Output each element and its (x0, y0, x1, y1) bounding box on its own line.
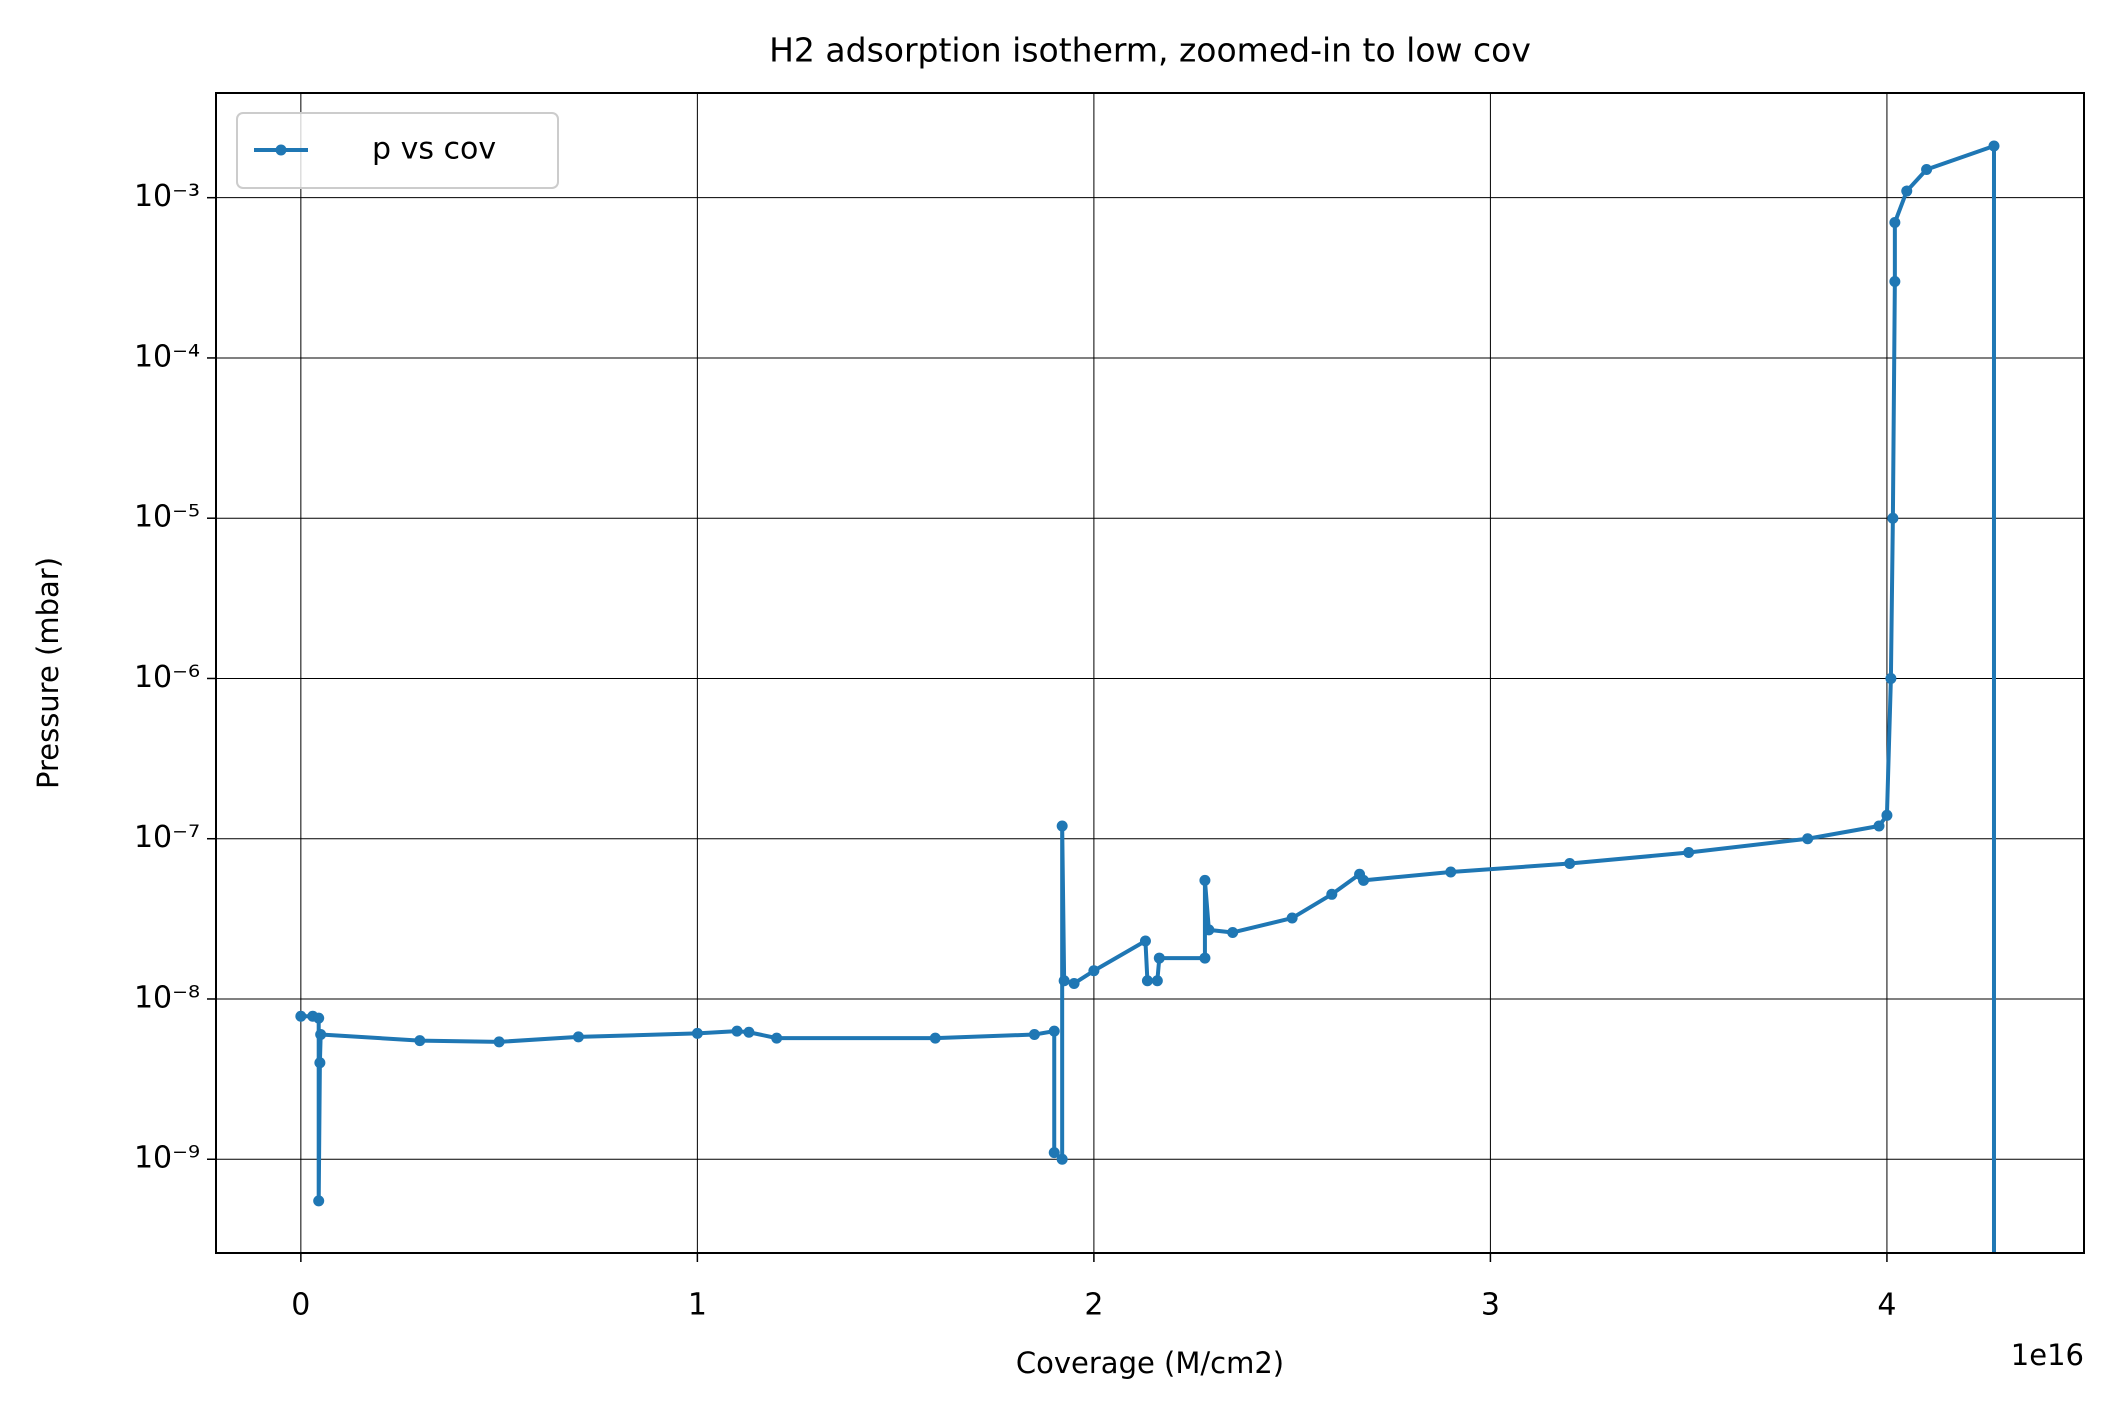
plot-area (295, 140, 2000, 1253)
data-point (1068, 977, 1080, 989)
x-tick-label: 4 (1877, 1288, 1896, 1323)
data-point (1889, 217, 1901, 229)
data-point (295, 1010, 307, 1022)
data-point (1445, 866, 1457, 878)
data-point (1988, 140, 2000, 152)
data-point (1881, 809, 1893, 821)
y-tick-label: 10⁻⁴ (134, 339, 200, 374)
data-point (691, 1027, 703, 1039)
data-point (1683, 847, 1695, 859)
x-axis-label: Coverage (M/cm2) (1016, 1346, 1284, 1380)
axes-frame (215, 92, 2085, 1254)
data-point (314, 1057, 326, 1069)
data-point (493, 1036, 505, 1048)
data-point (315, 1029, 327, 1041)
data-point (1088, 965, 1100, 977)
data-point (1056, 1153, 1068, 1165)
data-point (572, 1031, 584, 1043)
y-tick-label: 10⁻⁹ (134, 1141, 200, 1176)
data-point (1028, 1029, 1040, 1041)
chart-title: H2 adsorption isotherm, zoomed-in to low… (769, 31, 1531, 70)
data-point (313, 1195, 325, 1207)
y-tick-label: 10⁻⁵ (134, 500, 200, 535)
data-point (313, 1012, 325, 1024)
y-tick-label: 10⁻⁸ (134, 980, 200, 1015)
data-point (1048, 1147, 1060, 1159)
legend-box (236, 112, 559, 189)
data-point (1885, 672, 1897, 684)
data-point (929, 1032, 941, 1044)
data-point (1199, 874, 1211, 886)
data-point (1901, 185, 1913, 197)
y-tick-label: 10⁻⁷ (134, 820, 200, 855)
data-point (1358, 874, 1370, 886)
data-point (771, 1032, 783, 1044)
data-point (1286, 912, 1298, 924)
data-point (1153, 952, 1165, 964)
data-point (1203, 924, 1215, 936)
x-tick-label: 3 (1481, 1288, 1500, 1323)
x-tick-label: 1 (688, 1288, 707, 1323)
data-point (1889, 275, 1901, 287)
data-point (731, 1025, 743, 1037)
legend-marker (275, 144, 287, 156)
data-point (1873, 820, 1885, 832)
data-point (1802, 833, 1814, 845)
data-point (1227, 926, 1239, 938)
data-point (743, 1026, 755, 1038)
y-tick-label: 10⁻³ (134, 179, 200, 214)
data-point (1199, 952, 1211, 964)
data-point (1326, 888, 1338, 900)
x-tick-label: 2 (1084, 1288, 1103, 1323)
data-point (1141, 975, 1153, 987)
x-offset-label: 1e16 (2011, 1338, 2084, 1372)
data-point (1921, 163, 1933, 175)
data-point (1058, 975, 1070, 987)
data-point (1056, 820, 1068, 832)
data-point (1139, 935, 1151, 947)
data-point (414, 1035, 426, 1047)
y-axis-label: Pressure (mbar) (31, 557, 65, 789)
data-point (1887, 512, 1899, 524)
legend-label: p vs cov (372, 132, 496, 167)
x-tick-label: 0 (291, 1288, 310, 1323)
y-tick-label: 10⁻⁶ (134, 660, 200, 695)
data-point (1151, 975, 1163, 987)
data-point (1048, 1025, 1060, 1037)
data-point (1564, 858, 1576, 870)
